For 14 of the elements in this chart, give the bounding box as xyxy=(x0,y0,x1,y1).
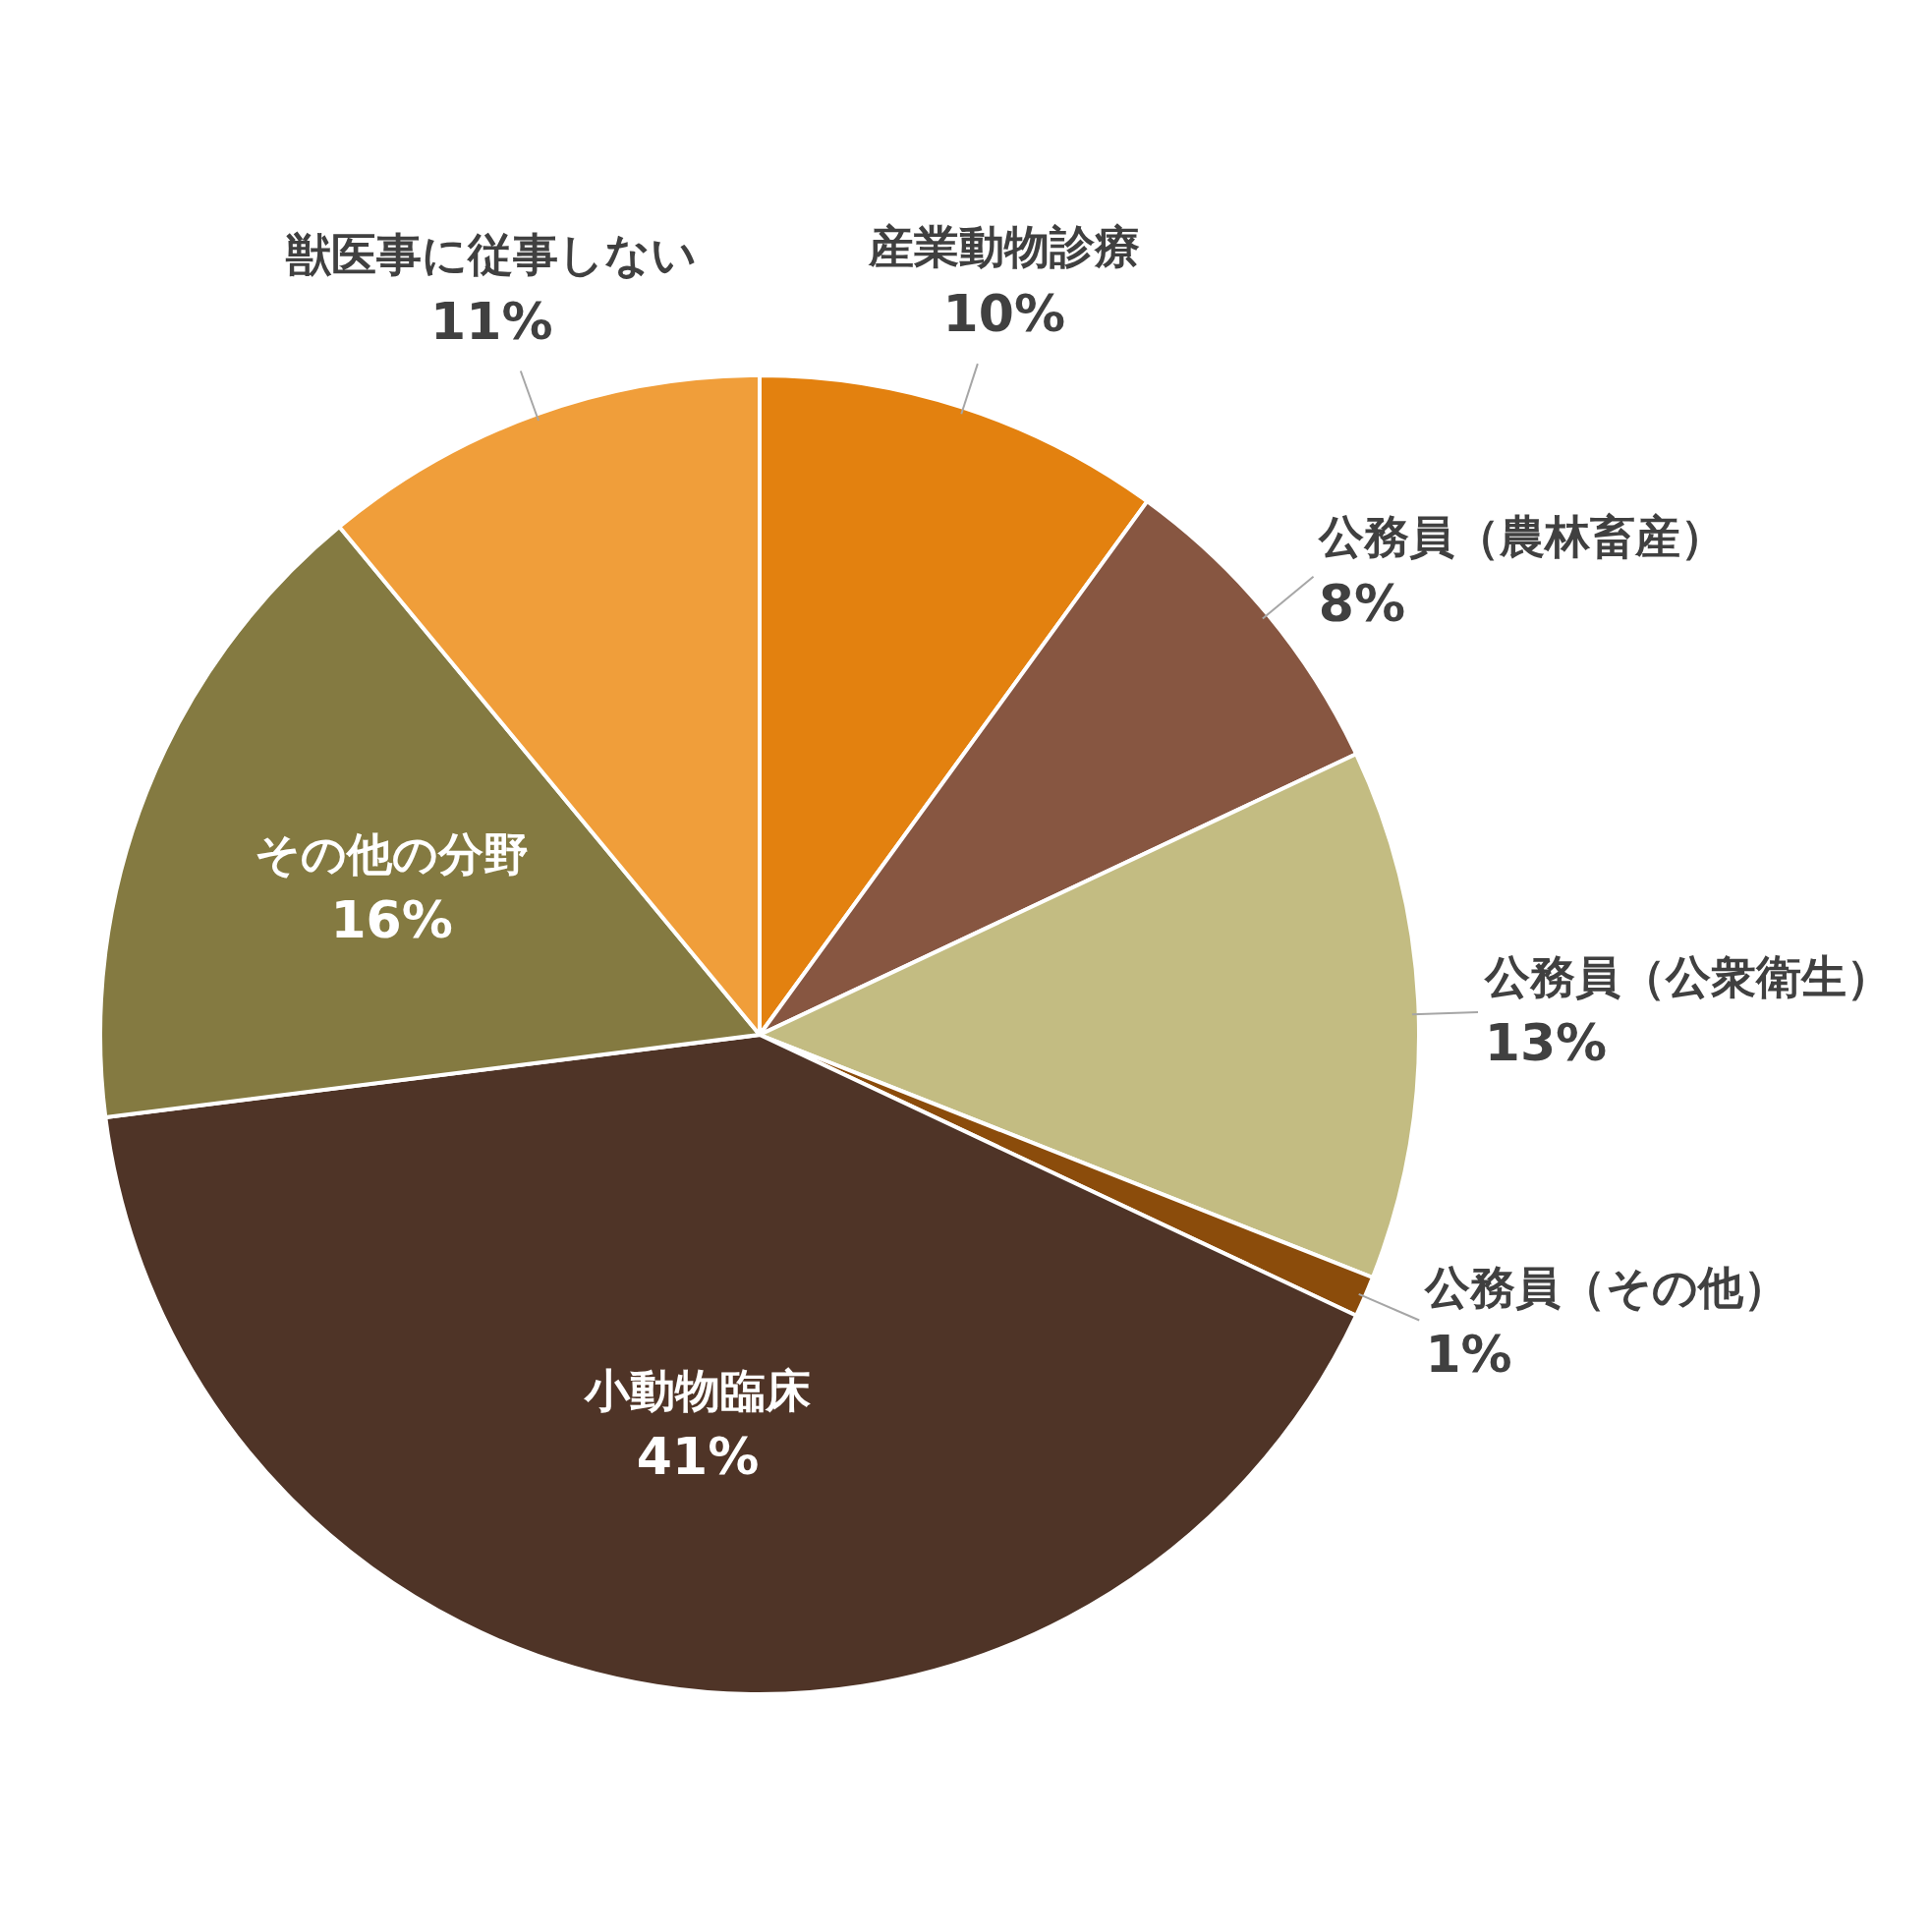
data-label: 16% xyxy=(330,890,453,950)
slice-label: 小動物臨床 xyxy=(583,1363,812,1417)
slice-label: 公務員（公衆衛生） xyxy=(1483,949,1892,1003)
data-label: 10% xyxy=(942,283,1066,343)
data-label: 11% xyxy=(430,291,553,351)
slice-label: 獣医事に従事しない xyxy=(285,228,698,282)
data-label: 41% xyxy=(636,1427,760,1487)
data-label: 8% xyxy=(1318,574,1406,634)
slice-label: 産業動物診療 xyxy=(867,220,1140,274)
slice-label: その他の分野 xyxy=(255,826,530,881)
slice-label: 公務員（その他） xyxy=(1424,1261,1790,1315)
data-label: 13% xyxy=(1484,1013,1608,1073)
data-label: 1% xyxy=(1425,1324,1512,1384)
slice-label: 公務員（農林畜産） xyxy=(1317,510,1726,564)
